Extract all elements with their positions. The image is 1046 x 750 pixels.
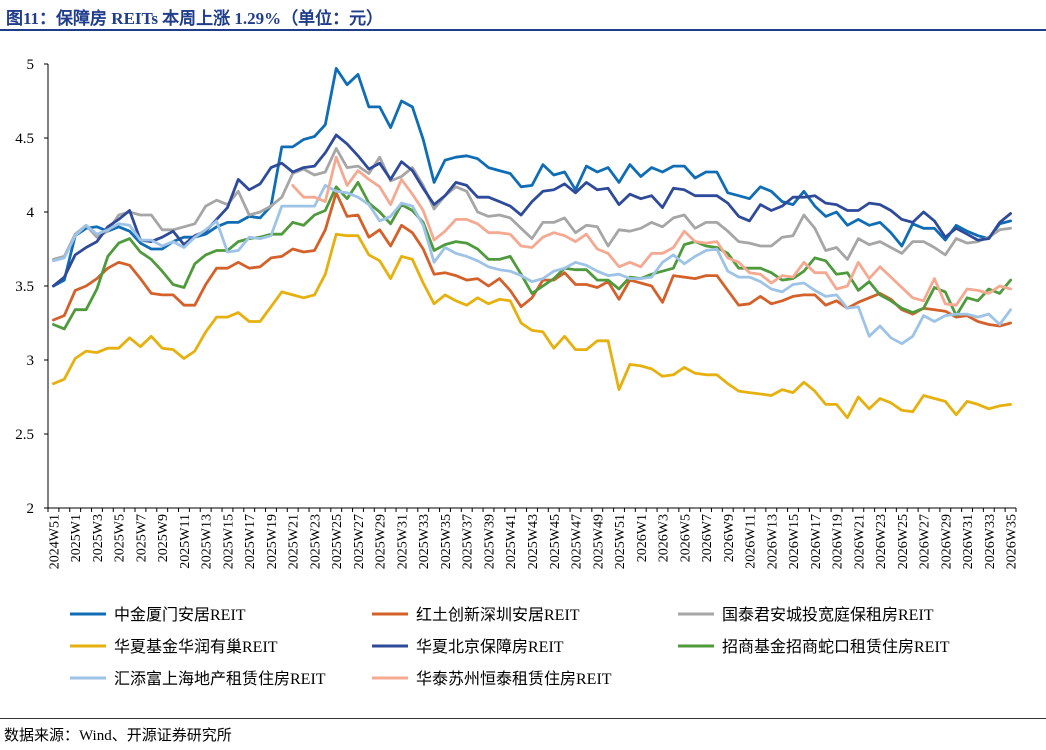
x-tick-label: 2025W31 — [395, 514, 410, 569]
x-tick-label: 2025W21 — [287, 514, 302, 569]
y-tick-label: 4.5 — [15, 131, 34, 147]
legend-label-4: 华夏基金华润有巢REIT — [114, 638, 278, 656]
x-tick-label: 2025W33 — [417, 514, 432, 569]
x-tick-label: 2025W51 — [613, 514, 628, 569]
x-tick-label: 2025W27 — [352, 514, 367, 569]
x-tick-label: 2025W15 — [221, 514, 236, 569]
x-tick-label: 2026W35 — [1005, 514, 1020, 569]
legend-label-7: 汇添富上海地产租赁住房REIT — [114, 670, 326, 688]
x-tick-label: 2025W3 — [91, 514, 106, 562]
legend-label-6: 招商基金招商蛇口租赁住房REIT — [722, 638, 950, 656]
x-tick-label: 2025W43 — [526, 514, 541, 569]
series-line-3 — [52, 147, 1012, 261]
x-tick-label: 2026W25 — [896, 514, 911, 569]
x-tick-label: 2025W9 — [156, 514, 171, 562]
x-tick-label: 2026W3 — [657, 514, 672, 562]
x-tick-label: 2026W19 — [831, 514, 846, 569]
x-tick-label: 2026W7 — [700, 514, 715, 562]
x-tick-label: 2026W17 — [809, 514, 824, 569]
legend-label-3: 国泰君安城投宽庭保租房REIT — [722, 606, 934, 624]
x-tick-label: 2025W49 — [591, 514, 606, 569]
x-tick-label: 2025W5 — [113, 514, 128, 562]
x-tick-label: 2026W1 — [635, 514, 650, 562]
x-tick-label: 2025W29 — [374, 514, 389, 569]
legend-label-2: 红土创新深圳安居REIT — [416, 606, 580, 624]
x-tick-label: 2026W27 — [918, 514, 933, 569]
figure-title: 图11：保障房 REITs 本周上涨 1.29%（单位：元） — [6, 9, 384, 28]
legend-label-1: 中金厦门安居REIT — [114, 606, 246, 624]
series-line-4 — [52, 232, 1012, 420]
x-tick-label: 2026W5 — [678, 514, 693, 562]
x-tick-label: 2025W13 — [200, 514, 215, 569]
x-tick-label: 2025W37 — [461, 514, 476, 569]
x-tick-label: 2026W33 — [983, 514, 998, 569]
x-tick-label: 2026W11 — [744, 514, 759, 569]
y-tick-label: 5 — [27, 57, 35, 73]
x-tick-label: 2026W31 — [961, 514, 976, 569]
y-tick-label: 3 — [27, 353, 35, 369]
y-tick-label: 2.5 — [15, 427, 34, 443]
x-tick-label: 2026W13 — [765, 514, 780, 569]
source-rule — [0, 718, 1046, 719]
x-tick-label: 2025W7 — [134, 514, 149, 562]
x-tick-label: 2026W21 — [852, 514, 867, 569]
x-tick-label: 2026W15 — [787, 514, 802, 569]
x-tick-label: 2025W47 — [570, 514, 585, 569]
legend-label-5: 华夏北京保障房REIT — [416, 638, 564, 656]
line-chart: 2 2.5 3 3.5 4 4.5 5 2024W51 2025W1 2025W3 2025W5 20… — [15, 57, 1020, 688]
x-tick-label: 2025W23 — [308, 514, 323, 569]
x-tick-label: 2024W51 — [47, 514, 62, 569]
x-tick-label: 2025W1 — [69, 514, 84, 562]
x-tick-label: 2025W39 — [482, 514, 497, 569]
x-tick-label: 2026W23 — [874, 514, 889, 569]
series-line-2 — [52, 191, 1012, 328]
x-tick-label: 2025W17 — [243, 514, 258, 569]
series-line-7 — [52, 184, 1012, 346]
series-line-1 — [52, 67, 1012, 288]
title-rule — [0, 29, 1046, 31]
x-tick-label: 2025W11 — [178, 514, 193, 569]
x-tick-label: 2025W45 — [548, 514, 563, 569]
y-tick-label: 2 — [27, 501, 35, 517]
y-tick-label: 3.5 — [15, 279, 34, 295]
y-tick-label: 4 — [27, 205, 35, 221]
x-tick-label: 2026W29 — [939, 514, 954, 569]
x-tick-label: 2025W41 — [504, 514, 519, 569]
x-tick-label: 2025W35 — [439, 514, 454, 569]
x-tick-label: 2026W9 — [722, 514, 737, 562]
legend-label-8: 华泰苏州恒泰租赁住房REIT — [416, 670, 612, 688]
source-note: 数据来源：Wind、开源证券研究所 — [4, 728, 232, 744]
series-line-8 — [291, 155, 1012, 307]
x-tick-label: 2025W25 — [330, 514, 345, 569]
x-tick-label: 2025W19 — [265, 514, 280, 569]
